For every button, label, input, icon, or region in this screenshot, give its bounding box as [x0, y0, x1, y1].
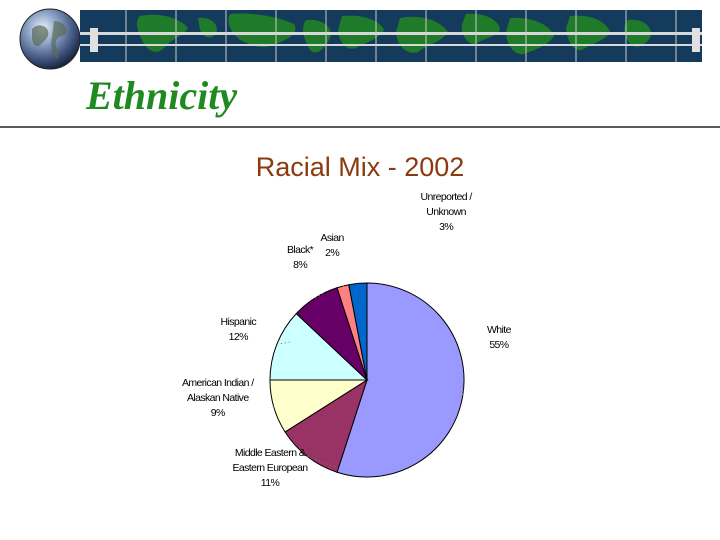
globe-icon	[19, 8, 81, 70]
pie-label-0: White 55%	[487, 323, 511, 353]
pie-label-line: Hispanic	[220, 316, 257, 328]
pie-label-line: 55%	[489, 339, 509, 351]
pie-label-line: White	[487, 324, 511, 336]
slide-title: Ethnicity	[86, 73, 238, 118]
pie-label-6: Unreported / Unknown 3%	[420, 190, 473, 235]
pie-label-line: Black*	[287, 244, 314, 256]
pie-label-2: American Indian / Alaskan Native 9%	[182, 376, 254, 421]
pie-label-line: 3%	[439, 220, 454, 233]
pie-label-line: 8%	[293, 259, 308, 271]
chart-title: Racial Mix - 2002	[255, 152, 465, 182]
pie-label-line: Eastern European	[232, 461, 309, 474]
pie-label-line: Middle Eastern &	[234, 446, 306, 459]
pie-label-line: Alaskan Native	[186, 391, 249, 404]
pie-label-line: American Indian /	[182, 376, 254, 389]
pie-label-5: Asian 2%	[320, 231, 345, 261]
world-map-banner	[80, 10, 702, 62]
pie-label-4: Black* 8%	[287, 243, 314, 273]
pie-label-line: Asian	[320, 232, 345, 244]
pie-label-line: 11%	[260, 476, 280, 489]
pie-label-line: 9%	[210, 406, 226, 419]
pie-label-line: Unknown	[426, 205, 466, 218]
title-divider	[0, 126, 720, 128]
pie-leader-line	[271, 404, 275, 408]
pie-label-1: Middle Eastern & Eastern European 11%	[232, 446, 309, 491]
pie-leader-line	[314, 292, 325, 299]
pie-label-line: Unreported /	[420, 190, 473, 203]
pie-leader-line	[307, 456, 339, 469]
pie-label-3: Hispanic 12%	[220, 315, 257, 345]
pie-label-line: 12%	[228, 331, 249, 343]
pie-label-line: 2%	[325, 247, 340, 259]
